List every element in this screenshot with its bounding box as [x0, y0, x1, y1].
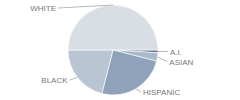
leader-line	[70, 78, 78, 80]
slice-label: A.I.	[170, 48, 182, 57]
slice-label: BLACK	[41, 76, 68, 85]
leader-line	[157, 57, 167, 62]
slices	[68, 5, 158, 95]
slice-label: HISPANIC	[143, 88, 180, 97]
slice-label: WHITE	[30, 4, 56, 13]
pie-slice	[68, 5, 158, 50]
pie-slice	[68, 50, 113, 94]
labels: A.I.ASIAN HISPANIC BLACK WHITE	[30, 4, 193, 97]
pie-chart: A.I.ASIAN HISPANIC BLACK WHITE	[0, 0, 240, 100]
chart-container: A.I.ASIAN HISPANIC BLACK WHITE	[0, 0, 240, 100]
leader-line	[58, 5, 113, 8]
leader-line	[136, 89, 141, 92]
slice-label: ASIAN	[169, 58, 193, 67]
leader-line	[158, 51, 168, 52]
